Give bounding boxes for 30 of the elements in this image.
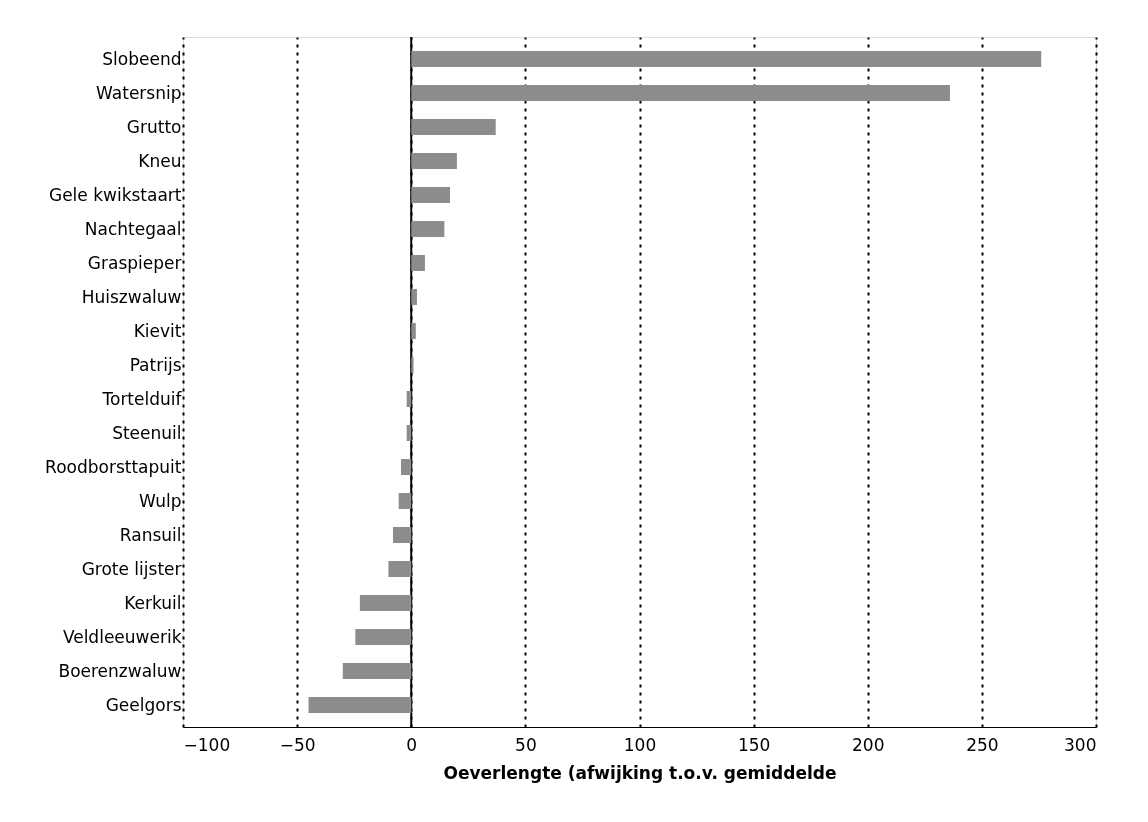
x-tick-label: −50 <box>279 734 316 755</box>
y-tick-label: Grote lijster <box>81 558 182 579</box>
x-tick-label: 100 <box>623 734 657 755</box>
y-tick-label: Huiszwaluw <box>81 286 182 307</box>
y-tick-label: Gele kwikstaart <box>48 184 182 205</box>
y-tick-label: Steenuil <box>112 422 182 443</box>
x-tick-label: 0 <box>406 734 418 755</box>
y-tick-label: Graspieper <box>87 252 182 273</box>
y-tick-label: Patrijs <box>129 354 182 375</box>
y-tick-label: Grutto <box>126 116 182 137</box>
y-tick-label: Kievit <box>133 320 182 341</box>
x-tick-label: 50 <box>515 734 537 755</box>
y-tick-label: Ransuil <box>119 524 182 545</box>
x-tick-label: 200 <box>852 734 885 755</box>
y-tick-label: Kerkuil <box>124 592 182 613</box>
y-tick-label: Nachtegaal <box>84 218 182 239</box>
y-tick-label: Geelgors <box>105 694 182 715</box>
x-tick-label: 300 <box>1064 734 1097 755</box>
y-tick-label: Wulp <box>139 490 182 511</box>
x-tick-label: 250 <box>966 734 999 755</box>
y-tick-label: Roodborsttapuit <box>45 456 182 477</box>
x-tick-label: 150 <box>737 734 771 755</box>
y-tick-label: Veldleeuwerik <box>62 626 182 647</box>
y-tick-label: Boerenzwaluw <box>58 660 182 681</box>
x-tick-label: −100 <box>183 734 231 755</box>
y-tick-label: Tortelduif <box>101 388 183 409</box>
y-tick-label: Slobeend <box>102 48 182 69</box>
x-axis-title: Oeverlengte (afwijking t.o.v. gemiddelde <box>443 762 837 783</box>
y-tick-label: Kneu <box>138 150 182 171</box>
y-tick-label: Watersnip <box>96 82 182 103</box>
